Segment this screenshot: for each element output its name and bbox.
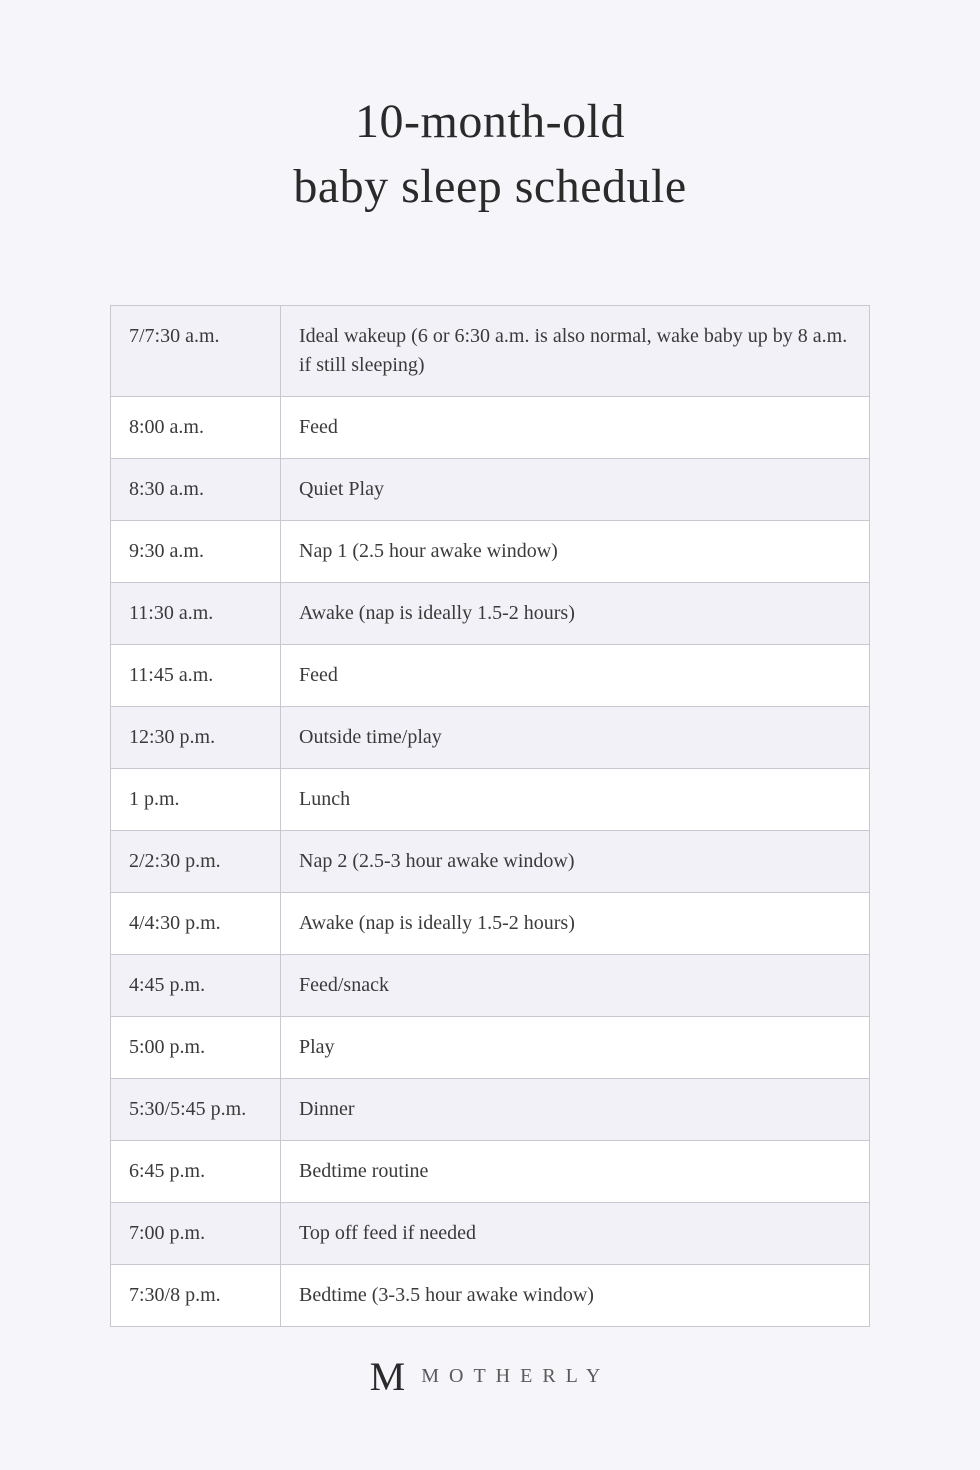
time-cell: 11:30 a.m. xyxy=(111,582,281,644)
main-container: 10-month-old baby sleep schedule 7/7:30 … xyxy=(0,0,980,1327)
time-cell: 5:00 p.m. xyxy=(111,1016,281,1078)
table-row: 11:45 a.m.Feed xyxy=(111,644,870,706)
activity-cell: Play xyxy=(281,1016,870,1078)
activity-cell: Lunch xyxy=(281,768,870,830)
table-row: 4/4:30 p.m.Awake (nap is ideally 1.5-2 h… xyxy=(111,892,870,954)
activity-cell: Feed/snack xyxy=(281,954,870,1016)
activity-cell: Nap 1 (2.5 hour awake window) xyxy=(281,520,870,582)
brand-logo: M MOTHERLY xyxy=(370,1353,611,1400)
activity-cell: Outside time/play xyxy=(281,706,870,768)
page-title: 10-month-old baby sleep schedule xyxy=(110,90,870,220)
table-row: 6:45 p.m.Bedtime routine xyxy=(111,1140,870,1202)
time-cell: 9:30 a.m. xyxy=(111,520,281,582)
footer: M MOTHERLY xyxy=(0,1353,980,1400)
activity-cell: Dinner xyxy=(281,1078,870,1140)
table-row: 1 p.m.Lunch xyxy=(111,768,870,830)
time-cell: 6:45 p.m. xyxy=(111,1140,281,1202)
schedule-table: 7/7:30 a.m.Ideal wakeup (6 or 6:30 a.m. … xyxy=(110,305,870,1327)
table-row: 8:30 a.m.Quiet Play xyxy=(111,458,870,520)
activity-cell: Awake (nap is ideally 1.5-2 hours) xyxy=(281,892,870,954)
time-cell: 12:30 p.m. xyxy=(111,706,281,768)
table-row: 4:45 p.m.Feed/snack xyxy=(111,954,870,1016)
schedule-table-body: 7/7:30 a.m.Ideal wakeup (6 or 6:30 a.m. … xyxy=(111,305,870,1326)
table-row: 2/2:30 p.m.Nap 2 (2.5-3 hour awake windo… xyxy=(111,830,870,892)
logo-text: MOTHERLY xyxy=(421,1365,610,1388)
table-row: 7:30/8 p.m.Bedtime (3-3.5 hour awake win… xyxy=(111,1264,870,1326)
table-row: 5:30/5:45 p.m.Dinner xyxy=(111,1078,870,1140)
time-cell: 8:30 a.m. xyxy=(111,458,281,520)
activity-cell: Ideal wakeup (6 or 6:30 a.m. is also nor… xyxy=(281,305,870,396)
title-line-1: 10-month-old xyxy=(355,95,625,148)
activity-cell: Awake (nap is ideally 1.5-2 hours) xyxy=(281,582,870,644)
activity-cell: Bedtime routine xyxy=(281,1140,870,1202)
table-row: 8:00 a.m.Feed xyxy=(111,396,870,458)
table-row: 9:30 a.m.Nap 1 (2.5 hour awake window) xyxy=(111,520,870,582)
table-row: 12:30 p.m.Outside time/play xyxy=(111,706,870,768)
time-cell: 4:45 p.m. xyxy=(111,954,281,1016)
activity-cell: Feed xyxy=(281,644,870,706)
logo-mark-icon: M xyxy=(370,1353,404,1400)
table-row: 5:00 p.m.Play xyxy=(111,1016,870,1078)
table-row: 7/7:30 a.m.Ideal wakeup (6 or 6:30 a.m. … xyxy=(111,305,870,396)
time-cell: 2/2:30 p.m. xyxy=(111,830,281,892)
activity-cell: Feed xyxy=(281,396,870,458)
activity-cell: Top off feed if needed xyxy=(281,1202,870,1264)
time-cell: 7:30/8 p.m. xyxy=(111,1264,281,1326)
time-cell: 5:30/5:45 p.m. xyxy=(111,1078,281,1140)
activity-cell: Nap 2 (2.5-3 hour awake window) xyxy=(281,830,870,892)
table-row: 11:30 a.m.Awake (nap is ideally 1.5-2 ho… xyxy=(111,582,870,644)
time-cell: 4/4:30 p.m. xyxy=(111,892,281,954)
time-cell: 7/7:30 a.m. xyxy=(111,305,281,396)
table-row: 7:00 p.m.Top off feed if needed xyxy=(111,1202,870,1264)
time-cell: 7:00 p.m. xyxy=(111,1202,281,1264)
activity-cell: Quiet Play xyxy=(281,458,870,520)
time-cell: 8:00 a.m. xyxy=(111,396,281,458)
title-line-2: baby sleep schedule xyxy=(293,160,686,213)
activity-cell: Bedtime (3-3.5 hour awake window) xyxy=(281,1264,870,1326)
time-cell: 1 p.m. xyxy=(111,768,281,830)
time-cell: 11:45 a.m. xyxy=(111,644,281,706)
